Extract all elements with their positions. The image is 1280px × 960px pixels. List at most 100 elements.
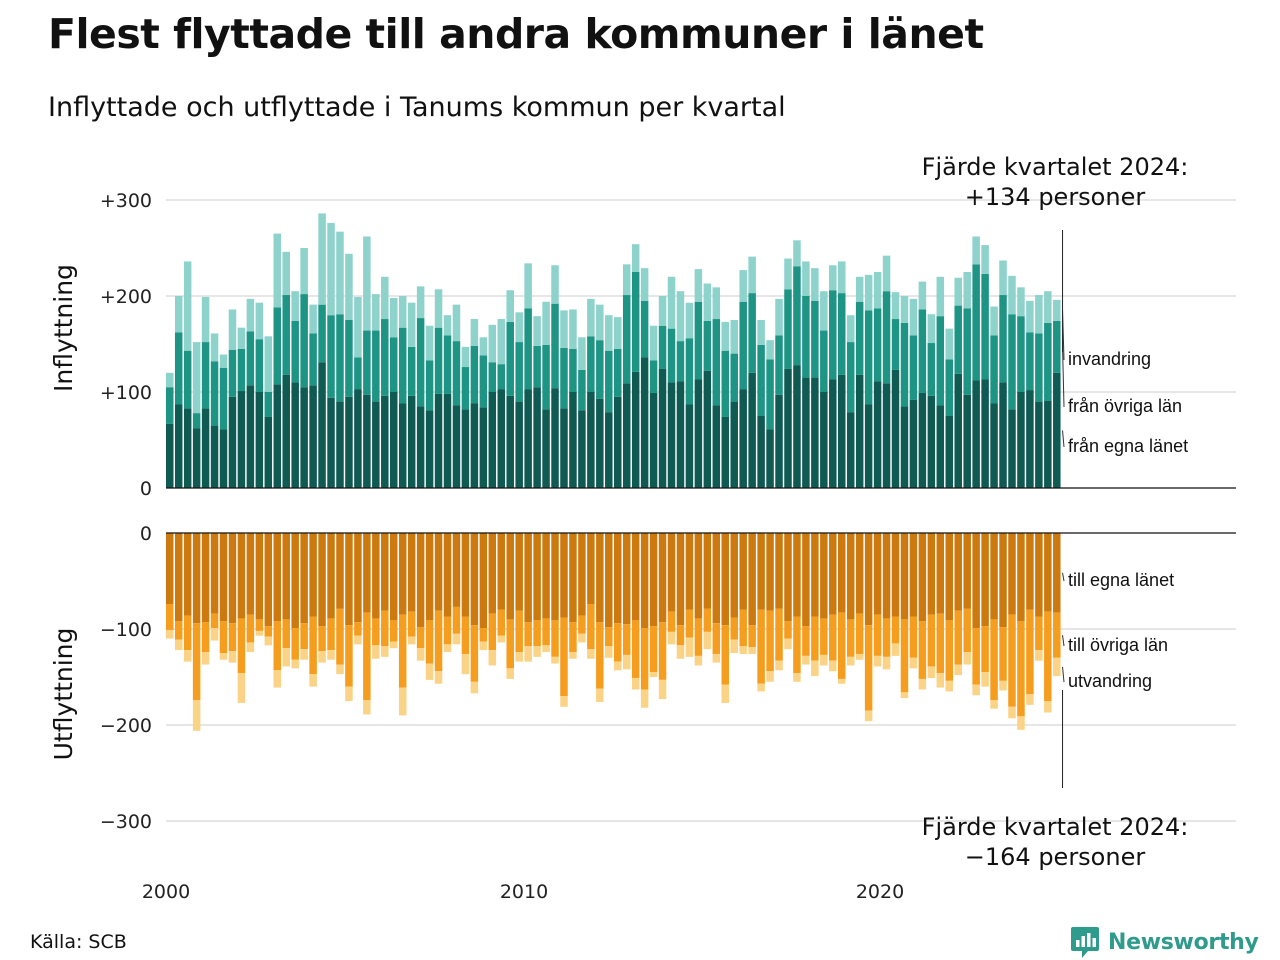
bar-segment xyxy=(363,236,371,331)
bar-segment xyxy=(605,315,613,351)
bar-segment xyxy=(685,533,694,610)
bar-segment xyxy=(954,277,962,306)
bar-segment xyxy=(219,429,228,488)
bar-segment xyxy=(614,623,622,662)
bar-segment xyxy=(390,337,398,392)
series-label: från övriga län xyxy=(1068,396,1182,416)
bar-segment xyxy=(838,678,846,684)
y-tick-label: +300 xyxy=(100,190,152,212)
bar-segment xyxy=(802,655,810,665)
bar-segment xyxy=(264,533,273,627)
bar-segment xyxy=(461,533,470,617)
bar-segment xyxy=(1017,316,1025,392)
bar-segment xyxy=(345,320,353,397)
series-label-leader xyxy=(1062,572,1065,582)
bar-segment xyxy=(497,389,506,488)
bar-segment xyxy=(192,700,201,731)
bar-segment xyxy=(345,253,353,320)
bar-segment xyxy=(811,616,819,661)
bar-segment xyxy=(703,533,712,609)
bar-segment xyxy=(228,651,237,663)
bar-segment xyxy=(1026,390,1034,488)
bar-segment xyxy=(497,364,506,390)
bar-segment xyxy=(381,319,389,396)
bar-segment xyxy=(864,274,873,311)
bar-segment xyxy=(658,622,667,680)
bar-segment xyxy=(587,392,595,488)
bar-segment xyxy=(1035,616,1043,651)
bar-segment xyxy=(425,325,434,361)
bar-segment xyxy=(891,616,900,644)
bar-segment xyxy=(757,416,765,488)
bar-segment xyxy=(524,622,532,647)
bar-segment xyxy=(237,391,246,488)
bar-segment xyxy=(882,255,891,292)
bar-segment xyxy=(855,276,864,302)
bar-segment xyxy=(237,327,246,349)
bar-segment xyxy=(712,287,721,320)
bar-segment xyxy=(667,382,676,488)
bar-segment xyxy=(363,612,371,701)
bar-segment xyxy=(166,372,174,388)
bar-segment xyxy=(748,625,756,648)
bar-segment xyxy=(318,626,326,652)
series-label: invandring xyxy=(1068,349,1151,369)
bar-segment xyxy=(201,342,210,409)
bar-segment xyxy=(739,301,747,390)
bar-segment xyxy=(900,322,909,407)
bar-segment xyxy=(461,409,470,488)
bar-segment xyxy=(972,380,980,488)
bar-segment xyxy=(829,265,837,291)
bar-segment xyxy=(775,608,783,661)
bar-segment xyxy=(201,533,210,623)
series-label-leader xyxy=(1062,635,1065,647)
bar-segment xyxy=(918,309,927,393)
bar-segment xyxy=(461,346,470,368)
newsworthy-logo[interactable]: Newsworthy xyxy=(1070,924,1259,960)
bar-segment xyxy=(811,377,819,488)
bar-segment xyxy=(452,304,461,342)
bar-segment xyxy=(398,533,407,615)
bar-segment xyxy=(1026,533,1034,610)
bar-segment xyxy=(999,382,1007,488)
bar-segment xyxy=(416,627,425,649)
bar-segment xyxy=(246,614,255,643)
bar-segment xyxy=(569,533,577,623)
bar-segment xyxy=(667,328,676,383)
bar-segment xyxy=(210,361,219,426)
bar-segment xyxy=(596,340,604,399)
bar-segment xyxy=(855,653,864,660)
bar-segment xyxy=(802,626,810,656)
bar-segment xyxy=(1008,275,1016,315)
bar-segment xyxy=(981,672,989,687)
bar-segment xyxy=(273,670,282,688)
bar-segment xyxy=(766,340,774,360)
bar-segment xyxy=(587,604,595,650)
bar-segment xyxy=(336,664,344,675)
bar-segment xyxy=(909,657,918,669)
bar-segment xyxy=(345,686,353,701)
bar-segment xyxy=(461,367,470,410)
bar-segment xyxy=(201,408,210,488)
bar-segment xyxy=(748,293,756,373)
bar-segment xyxy=(398,403,407,488)
bar-segment xyxy=(676,341,685,382)
bar-segment xyxy=(174,621,183,640)
latest-quarter-note: Fjärde kvartalet 2024: xyxy=(922,813,1189,841)
bar-segment xyxy=(927,614,936,667)
bar-segment xyxy=(1017,716,1025,730)
bar-segment xyxy=(452,533,461,607)
bar-segment xyxy=(891,292,900,320)
bar-segment xyxy=(829,533,837,615)
bar-segment xyxy=(1008,409,1016,488)
bar-segment xyxy=(264,392,273,417)
bar-segment xyxy=(909,335,918,400)
bar-segment xyxy=(434,289,443,328)
bar-segment xyxy=(506,395,514,488)
bar-segment xyxy=(398,614,407,688)
bar-segment xyxy=(784,289,792,369)
bar-segment xyxy=(228,623,237,652)
bar-segment xyxy=(918,533,927,622)
bar-segment xyxy=(273,621,282,671)
bar-segment xyxy=(864,310,873,405)
